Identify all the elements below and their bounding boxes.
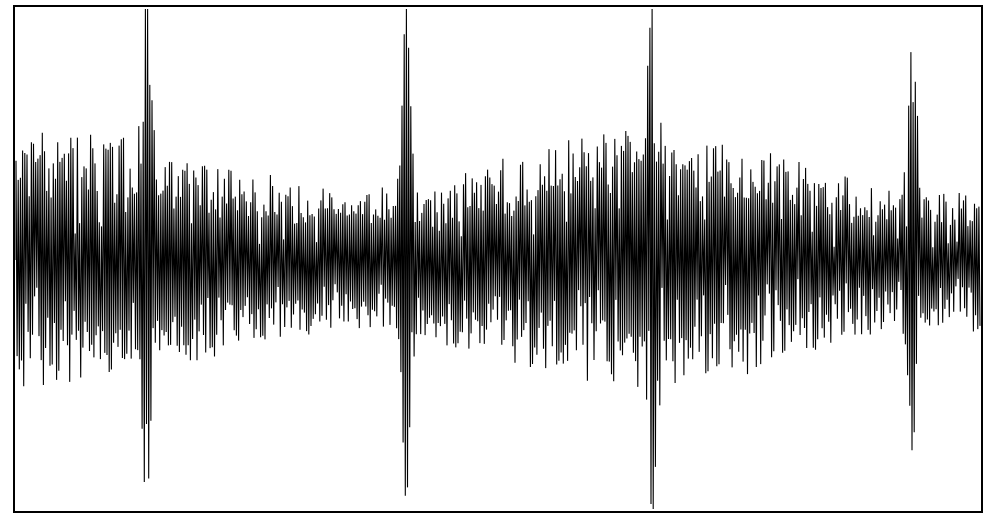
signal-chart-svg [0, 0, 1000, 519]
signal-chart-frame [0, 0, 1000, 519]
signal-waveform [16, 9, 980, 509]
